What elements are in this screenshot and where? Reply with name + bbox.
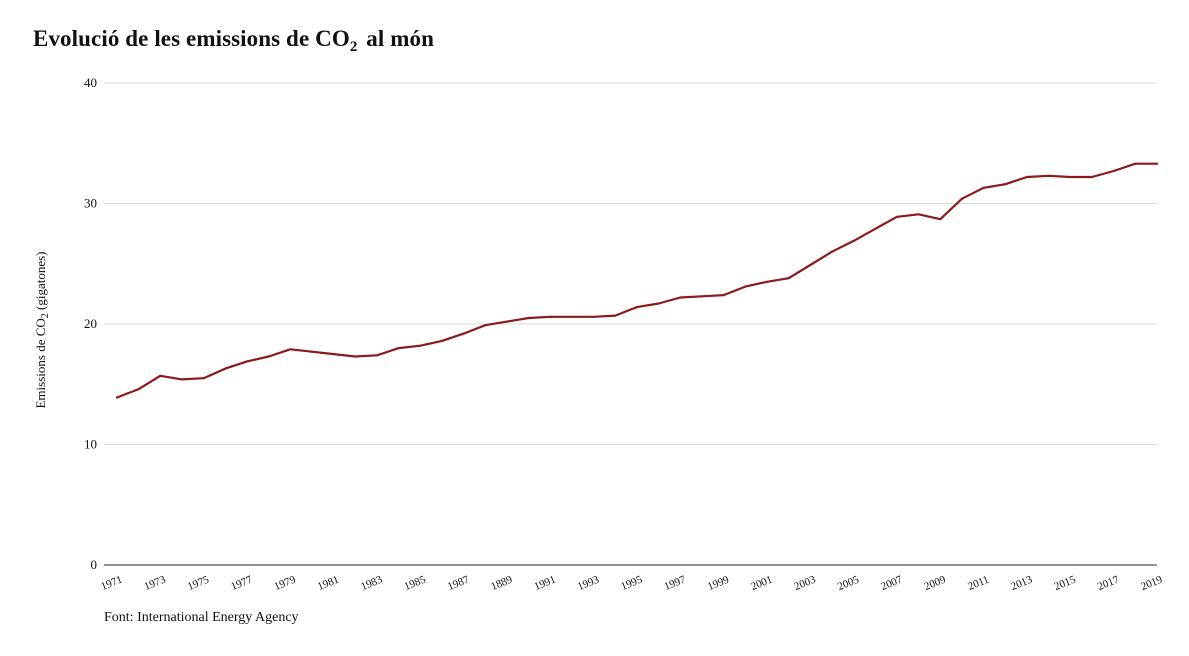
data-point	[939, 218, 942, 221]
x-tick-label: 2015	[1053, 573, 1078, 593]
title-text-rest: al món	[360, 26, 434, 51]
x-tick-label: 1987	[446, 573, 471, 593]
data-point	[657, 302, 660, 305]
x-tick-label: 1973	[143, 573, 168, 593]
data-point	[635, 306, 639, 309]
data-point	[462, 332, 465, 335]
x-tick-label: 1975	[186, 573, 211, 593]
x-tick-label: 1981	[316, 574, 341, 593]
y-tick-label: 40	[84, 75, 97, 90]
data-point	[549, 315, 552, 318]
x-tick-label: 1993	[576, 573, 601, 593]
x-tick-label: 2005	[836, 573, 861, 593]
x-tick-label: 1997	[663, 573, 688, 593]
x-tick-label: 2007	[879, 573, 904, 593]
data-point	[527, 316, 530, 320]
data-point	[289, 348, 292, 351]
data-point	[679, 296, 682, 299]
x-tick-label: 1985	[403, 573, 428, 593]
data-point	[375, 354, 379, 357]
data-point	[1155, 162, 1159, 165]
data-point	[484, 324, 487, 327]
title-text: Evolució de les emissions de CO	[33, 26, 350, 51]
data-point	[354, 355, 357, 358]
data-point	[245, 360, 249, 363]
data-point	[917, 213, 920, 216]
data-point	[765, 280, 769, 283]
data-point	[1112, 169, 1115, 173]
data-point	[202, 377, 205, 380]
data-point	[874, 227, 877, 230]
data-point	[722, 294, 725, 297]
y-axis-label: Emissions de CO2 (gigatones)	[33, 251, 51, 408]
data-point	[1047, 174, 1050, 177]
data-point	[960, 197, 964, 200]
x-tick-label: 1983	[359, 573, 384, 593]
data-point	[267, 355, 270, 358]
data-point	[700, 295, 704, 298]
data-point	[1134, 162, 1137, 165]
x-tick-label: 1999	[706, 573, 731, 593]
x-tick-label: 1977	[229, 573, 254, 593]
x-tick-label: 2017	[1096, 573, 1121, 593]
data-point	[592, 315, 595, 318]
x-tick-label: 2001	[749, 574, 774, 593]
x-tick-label: 1889	[489, 573, 514, 593]
data-point	[614, 314, 617, 317]
data-point	[982, 186, 985, 189]
x-tick-label: 2019	[1139, 573, 1164, 593]
data-point	[1090, 175, 1094, 179]
y-tick-label: 10	[84, 437, 97, 452]
source-note: Font: International Energy Agency	[104, 610, 299, 625]
series-line	[115, 162, 1159, 399]
x-tick-label: 2011	[966, 574, 991, 593]
data-point	[1069, 175, 1072, 179]
data-point	[809, 263, 812, 267]
data-point	[1025, 175, 1029, 179]
x-tick-label: 1971	[99, 574, 124, 593]
y-tick-label: 20	[84, 316, 97, 331]
chart-title: Evolució de les emissions de CO2 al món	[33, 26, 434, 55]
gridlines	[104, 82, 1157, 566]
data-point	[744, 285, 747, 288]
data-point	[180, 378, 184, 381]
x-tick-label: 1995	[619, 573, 644, 593]
data-point	[137, 388, 140, 391]
data-point	[224, 367, 227, 370]
data-point	[419, 344, 422, 347]
data-point	[787, 277, 790, 280]
y-tick-label: 0	[91, 557, 98, 572]
data-point	[895, 215, 899, 218]
x-tick-label: 1991	[533, 574, 558, 593]
y-axis-ticks: 0 10 20 30 40	[84, 75, 97, 572]
data-point	[397, 347, 400, 350]
x-tick-label: 2003	[793, 573, 818, 593]
x-axis-ticks: 1971 1973 1975 1977 1979 1981 1983 1985 1987 1889…	[99, 573, 1164, 593]
data-point	[852, 239, 855, 242]
data-point	[310, 350, 314, 353]
data-point	[1004, 183, 1007, 186]
y-tick-label: 30	[84, 196, 97, 211]
data-point	[570, 315, 574, 318]
data-point	[115, 396, 119, 399]
data-point	[159, 374, 162, 377]
series-layer	[115, 162, 1159, 399]
x-tick-label: 2013	[1009, 573, 1034, 593]
data-point	[505, 320, 509, 323]
data-point	[830, 250, 834, 253]
x-tick-label: 2009	[923, 573, 948, 593]
title-subscript: 2	[349, 39, 358, 55]
x-tick-label: 1979	[273, 573, 298, 593]
data-point	[332, 353, 335, 356]
data-point	[440, 339, 444, 342]
